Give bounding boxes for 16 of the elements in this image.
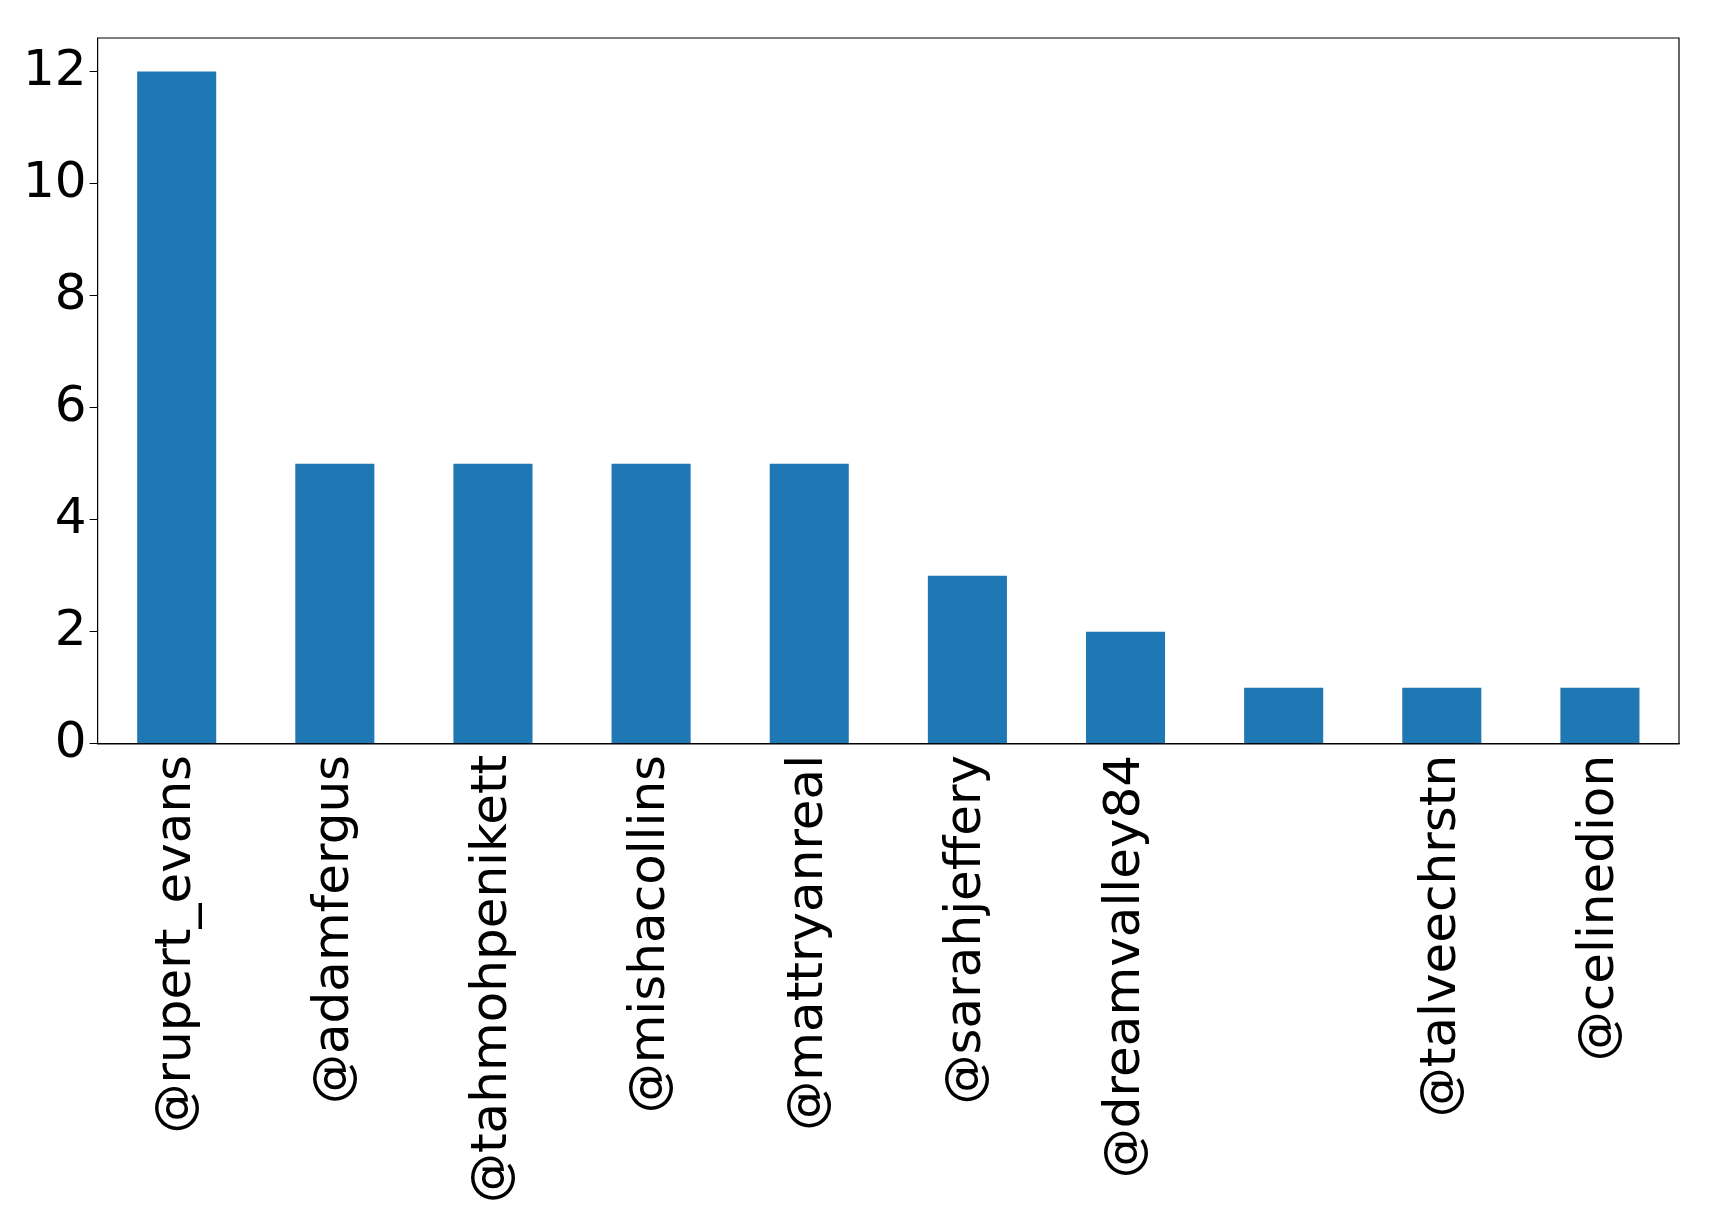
x-tick-label: @mishacollins <box>618 754 677 1114</box>
x-tick-label: @sarahjeffery <box>934 754 993 1105</box>
y-tick-label: 0 <box>54 710 87 769</box>
y-tick-label: 8 <box>54 262 87 321</box>
y-tick-label: 6 <box>54 374 87 433</box>
x-tick-label: @mattryanreal <box>776 754 835 1131</box>
x-tick-label: @rupert_evans <box>143 754 202 1134</box>
y-tick-label: 10 <box>23 150 87 209</box>
x-tick-label: @tahmohpenikett <box>459 754 518 1204</box>
y-tick-label: 2 <box>54 598 87 657</box>
x-tick-label: @celinedion <box>1566 754 1625 1062</box>
x-tick-label: @talveechrstn <box>1408 754 1467 1118</box>
x-tick-label: @adamfergus <box>301 754 360 1105</box>
y-tick-label: 12 <box>23 38 87 97</box>
x-tick-label: @dreamvalley84 <box>1092 754 1151 1179</box>
y-tick-label: 4 <box>54 486 87 545</box>
